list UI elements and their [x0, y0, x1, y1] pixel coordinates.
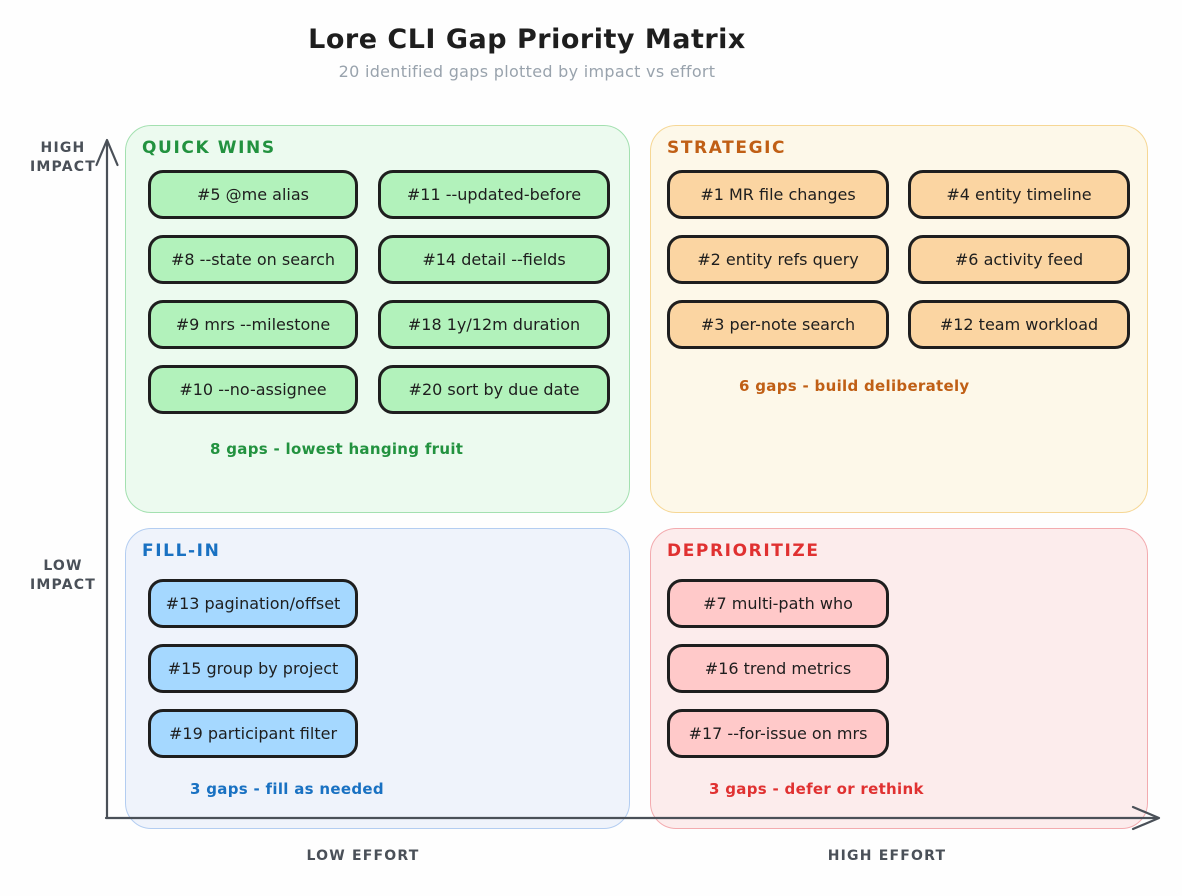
quadrant-heading: QUICK WINS	[142, 138, 276, 158]
axis-label-high-impact: HIGH IMPACT	[16, 139, 110, 177]
pill-grid: #13 pagination/offset #15 group by projec…	[148, 579, 629, 758]
gap-pill: #4 entity timeline	[908, 170, 1130, 219]
axis-label-low-effort: LOW EFFORT	[306, 848, 420, 864]
gap-pill: #6 activity feed	[908, 235, 1130, 284]
gap-pill: #19 participant filter	[148, 709, 358, 758]
gap-pill: #3 per-note search	[667, 300, 889, 349]
header: Lore CLI Gap Priority Matrix 20 identifi…	[0, 24, 1054, 81]
gap-pill: #11 --updated-before	[378, 170, 610, 219]
pill-grid: #1 MR file changes #4 entity timeline #2 e…	[667, 170, 1147, 349]
axis-label-low-impact: LOW IMPACT	[16, 557, 110, 595]
pill-grid: #5 @me alias #11 --updated-before #8 --sta…	[148, 170, 629, 414]
gap-pill: #10 --no-assignee	[148, 365, 358, 414]
gap-pill: #14 detail --fields	[378, 235, 610, 284]
quadrant-strategic: STRATEGIC #1 MR file changes #4 entity ti…	[650, 125, 1148, 513]
gap-pill: #17 --for-issue on mrs	[667, 709, 889, 758]
quadrant-caption: 3 gaps - fill as needed	[190, 780, 384, 798]
gap-pill: #18 1y/12m duration	[378, 300, 610, 349]
gap-pill: #9 mrs --milestone	[148, 300, 358, 349]
quadrant-heading: STRATEGIC	[667, 138, 787, 158]
gap-pill: #13 pagination/offset	[148, 579, 358, 628]
quadrant-deprioritize: DEPRIORITIZE #7 multi-path who #16 trend …	[650, 528, 1148, 829]
gap-pill: #15 group by project	[148, 644, 358, 693]
gap-pill: #2 entity refs query	[667, 235, 889, 284]
quadrant-caption: 6 gaps - build deliberately	[739, 377, 970, 395]
pill-grid: #7 multi-path who #16 trend metrics #17 --…	[667, 579, 1147, 758]
page-subtitle: 20 identified gaps plotted by impact vs …	[338, 62, 716, 81]
axis-label-line: IMPACT	[30, 159, 96, 175]
quadrant-heading: DEPRIORITIZE	[667, 541, 820, 561]
gap-pill: #20 sort by due date	[378, 365, 610, 414]
axis-label-high-effort: HIGH EFFORT	[827, 848, 947, 864]
gap-pill: #16 trend metrics	[667, 644, 889, 693]
axis-label-line: LOW	[43, 558, 83, 574]
quadrant-quick-wins: QUICK WINS #5 @me alias #11 --updated-bef…	[125, 125, 630, 513]
gap-pill: #12 team workload	[908, 300, 1130, 349]
gap-pill: #7 multi-path who	[667, 579, 889, 628]
quadrant-heading: FILL-IN	[142, 541, 221, 561]
gap-pill: #8 --state on search	[148, 235, 358, 284]
axis-label-line: IMPACT	[30, 577, 96, 593]
axis-label-line: HIGH	[40, 140, 86, 156]
page-title: Lore CLI Gap Priority Matrix	[308, 24, 746, 55]
quadrant-caption: 8 gaps - lowest hanging fruit	[210, 440, 464, 458]
quadrant-fill-in: FILL-IN #13 pagination/offset #15 group b…	[125, 528, 630, 829]
quadrant-caption: 3 gaps - defer or rethink	[709, 780, 924, 798]
gap-pill: #5 @me alias	[148, 170, 358, 219]
gap-pill: #1 MR file changes	[667, 170, 889, 219]
